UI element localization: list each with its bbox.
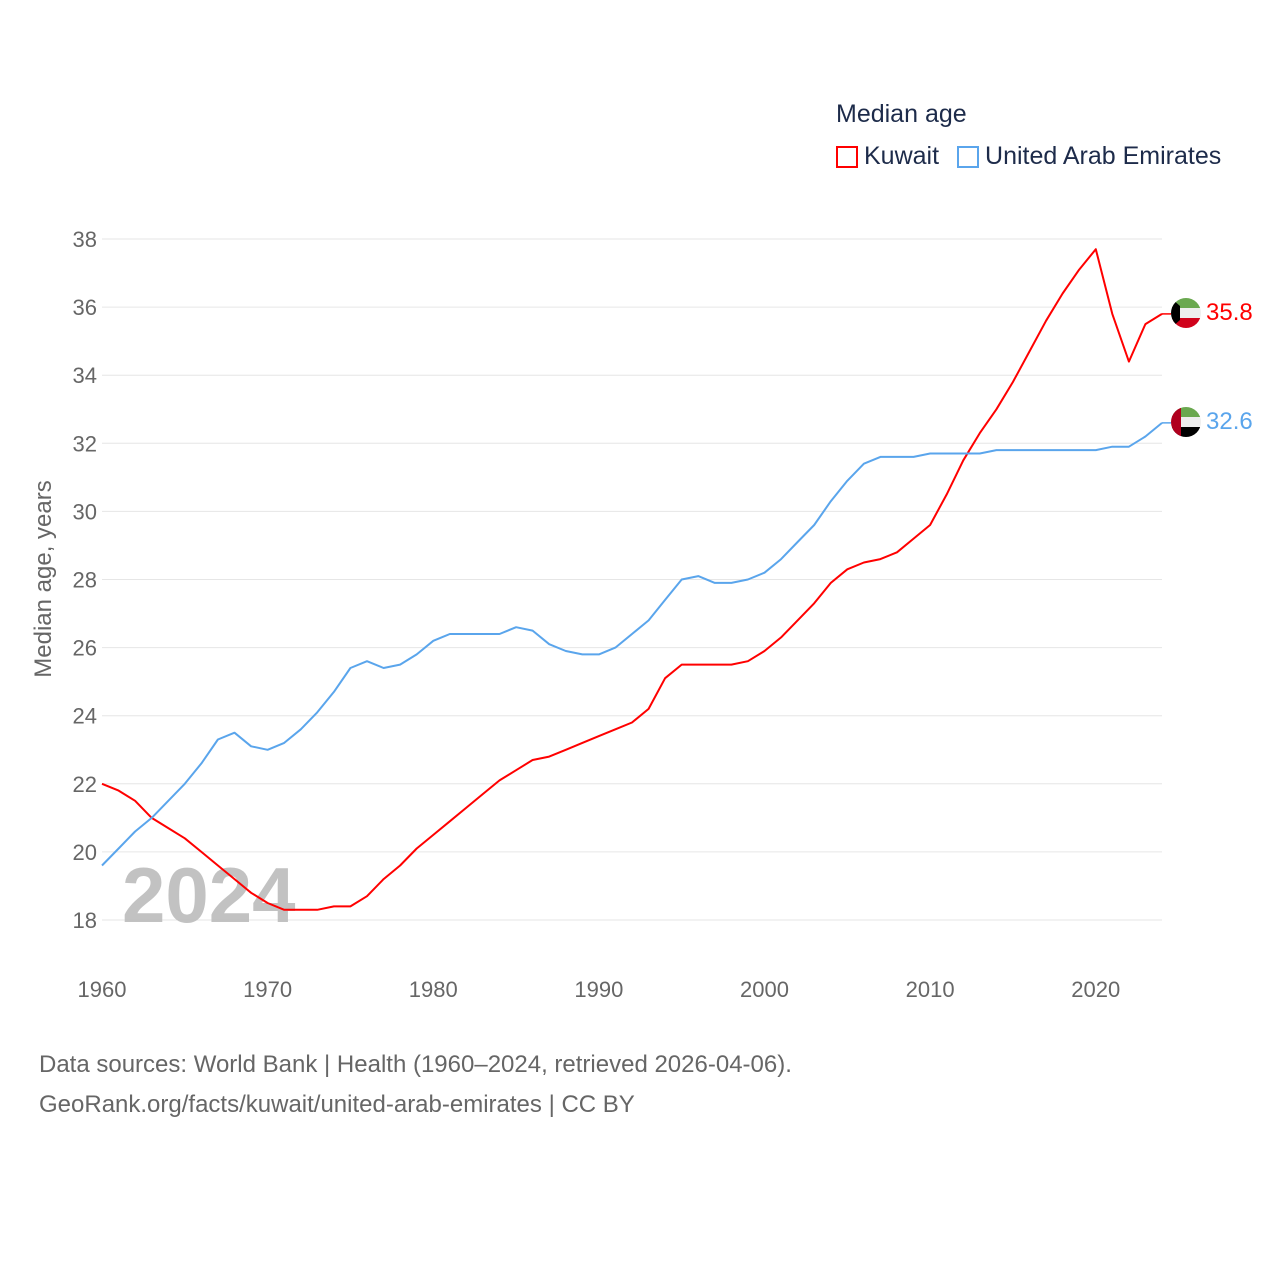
y-tick-label: 22: [73, 772, 97, 797]
x-tick-label: 1970: [243, 977, 292, 1002]
x-tick-label: 1960: [78, 977, 127, 1002]
y-tick-label: 28: [73, 568, 97, 593]
y-tick-label: 24: [73, 704, 97, 729]
legend-item-kuwait[interactable]: Kuwait: [836, 142, 939, 171]
x-tick-label: 2010: [906, 977, 955, 1002]
series-line-kuwait: [101, 248, 1163, 911]
legend-swatch-uae: [957, 145, 980, 168]
legend-label-kuwait: Kuwait: [864, 142, 940, 170]
y-tick-label: 26: [73, 636, 97, 661]
legend-label-uae: United Arab Emirates: [985, 142, 1222, 170]
legend: Kuwait United Arab Emirates: [836, 142, 1221, 171]
y-axis-label: Median age, years: [30, 480, 57, 677]
y-tick-label: 18: [73, 908, 97, 933]
x-tick-label: 1990: [574, 977, 623, 1002]
legend-swatch-kuwait: [836, 145, 858, 168]
y-tick-label: 38: [73, 227, 97, 252]
kuwait-last-value: 35.8: [1206, 299, 1253, 326]
y-tick-label: 36: [73, 295, 97, 320]
legend-title: Median age: [836, 100, 967, 128]
series-lines: [101, 248, 1172, 911]
x-tick-label: 2020: [1071, 977, 1120, 1002]
x-axis-ticks: 1960 1970 1980 1990 2000 2010 2020: [78, 977, 1121, 1002]
y-tick-label: 30: [73, 499, 97, 524]
gridlines: [102, 238, 1162, 921]
watermark-year: 2024: [122, 851, 296, 939]
y-tick-label: 34: [73, 363, 97, 388]
kuwait-flag-icon: [1171, 298, 1201, 328]
legend-item-uae[interactable]: United Arab Emirates: [957, 142, 1221, 171]
uae-last-value: 32.6: [1206, 408, 1253, 435]
y-tick-label: 20: [73, 840, 97, 865]
x-tick-label: 2000: [740, 977, 789, 1002]
y-tick-label: 32: [73, 431, 97, 456]
y-axis-ticks: 18 20 22 24 26 28 30 32 34 36 38: [73, 227, 97, 933]
source-link[interactable]: GeoRank.org/facts/kuwait/united-arab-emi…: [39, 1091, 635, 1118]
x-tick-label: 1980: [409, 977, 458, 1002]
series-line-uae: [101, 422, 1163, 867]
data-sources: Data sources: World Bank | Health (1960–…: [39, 1051, 792, 1078]
footer: Data sources: World Bank | Health (1960–…: [39, 1045, 792, 1125]
uae-flag-icon: [1171, 407, 1201, 437]
